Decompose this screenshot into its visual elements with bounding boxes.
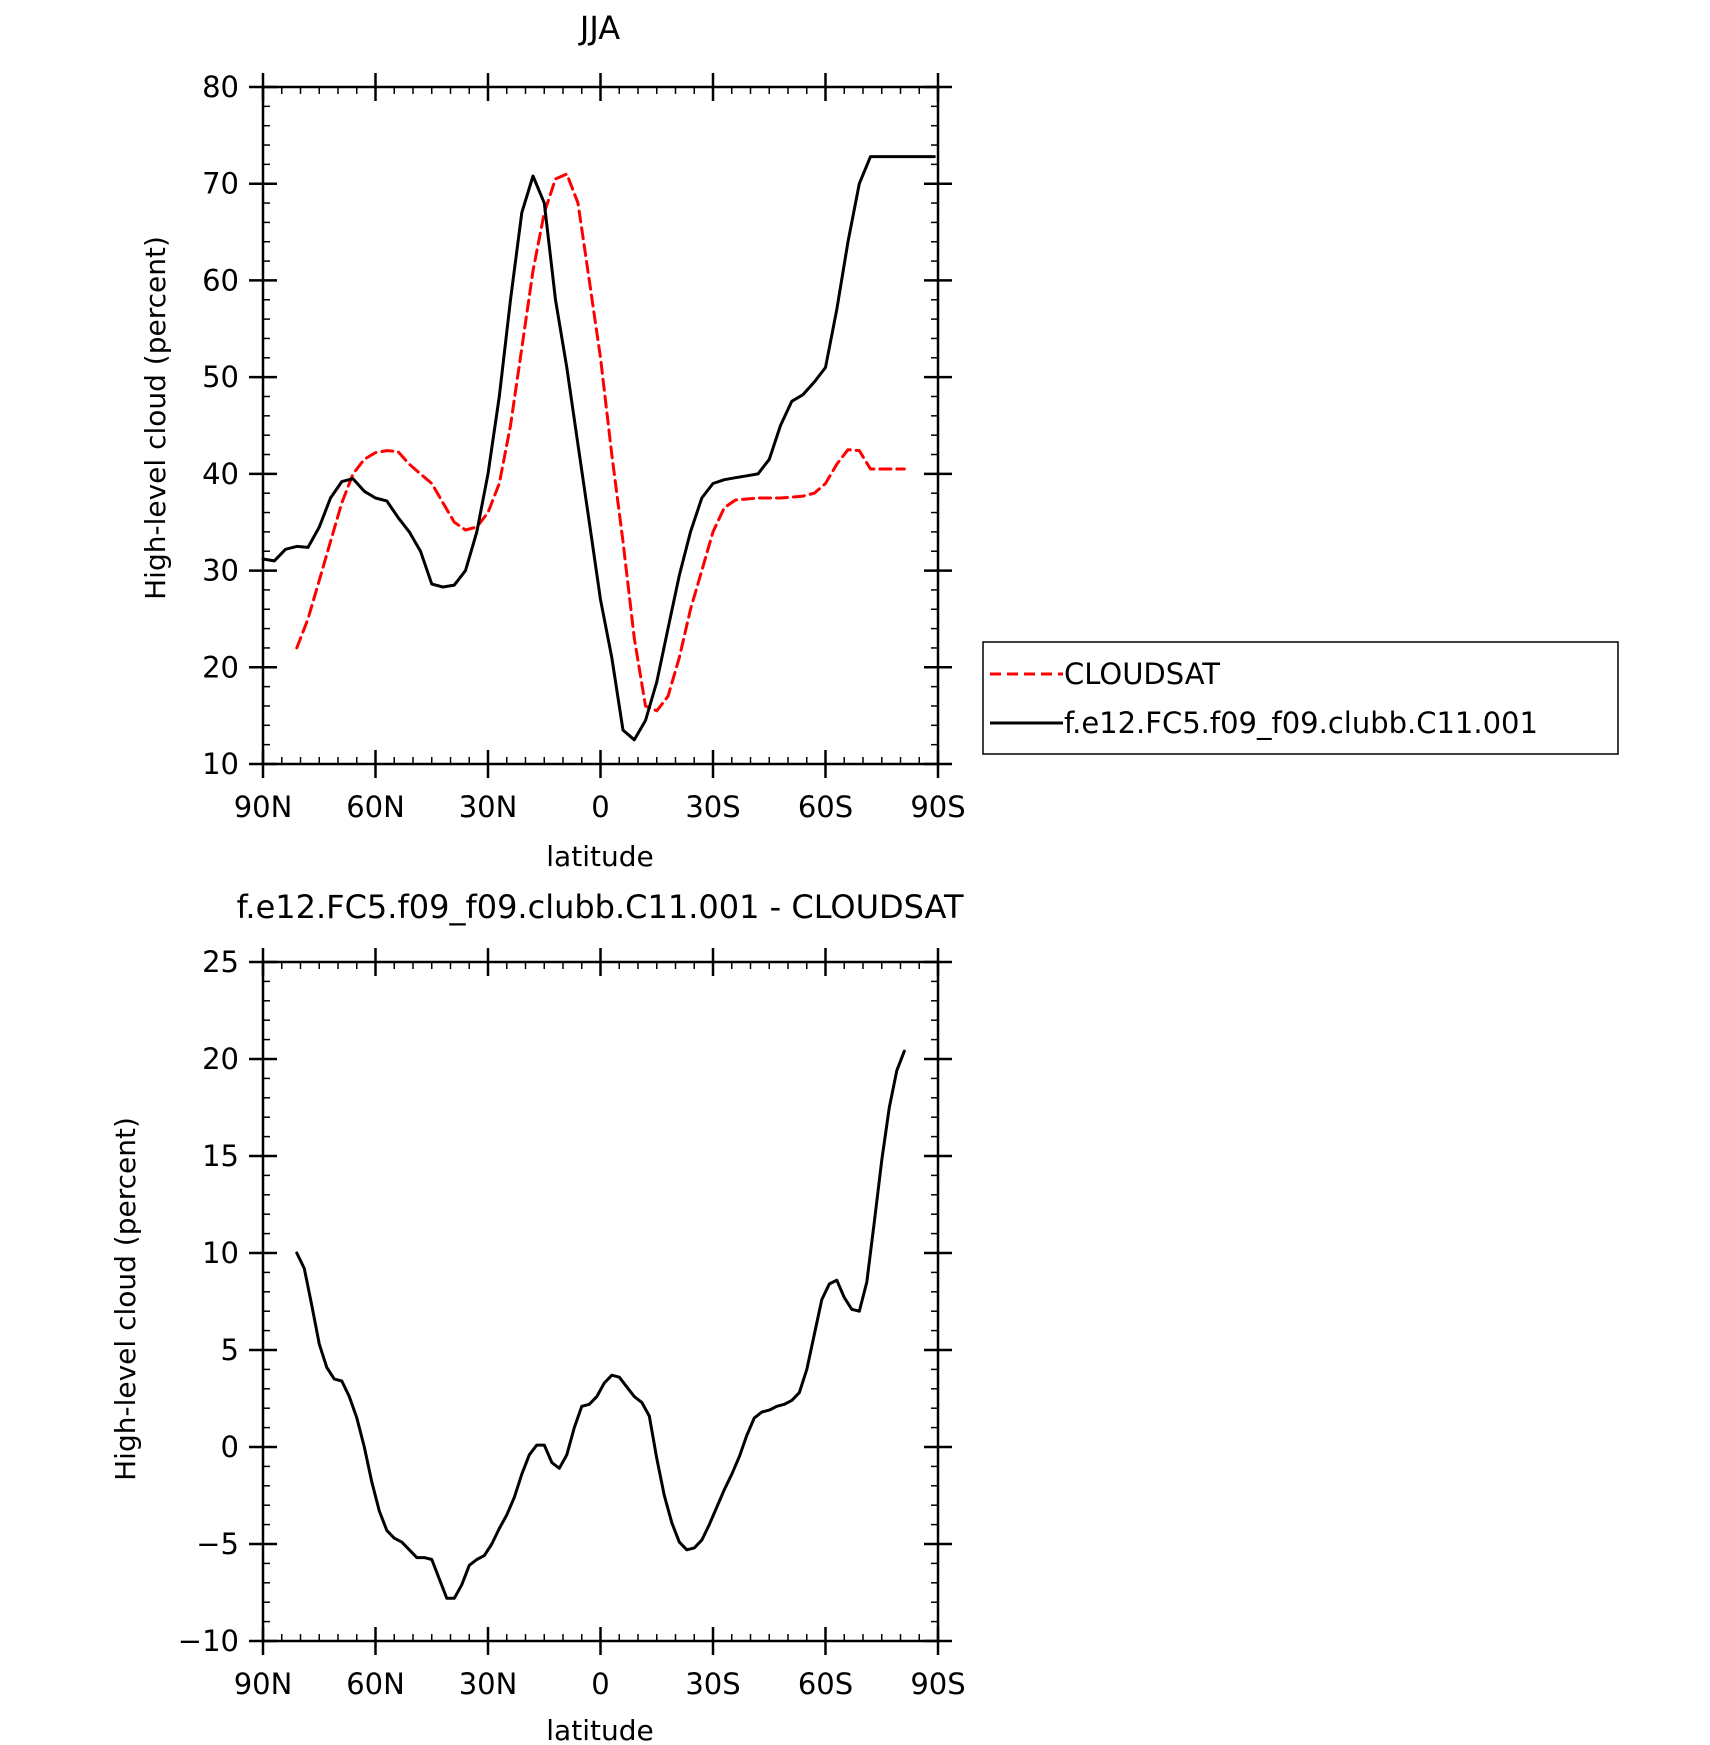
y-tick-label: 0: [221, 1430, 239, 1464]
legend: CLOUDSAT f.e12.FC5.f09_f09.clubb.C11.001: [982, 641, 1619, 755]
y-tick-label: 20: [202, 650, 239, 684]
chart-title: JJA: [578, 9, 620, 47]
y-tick-label: 15: [202, 1139, 239, 1173]
y-tick-label: 20: [202, 1042, 239, 1076]
legend-box: [982, 641, 1619, 755]
plot-frame: [261, 85, 940, 766]
y-tick-label: 25: [202, 945, 239, 979]
y-axis-title: High-level cloud (percent): [109, 1117, 142, 1481]
y-tick-label: 50: [202, 360, 239, 394]
series-line-cloudsat: [295, 172, 906, 713]
x-tick-label: 90N: [234, 1667, 293, 1701]
y-tick-label: 10: [202, 1236, 239, 1270]
x-tick-label: 60N: [346, 790, 405, 824]
y-axis-title: High-level cloud (percent): [139, 236, 172, 600]
legend-label-cloudsat: CLOUDSAT: [1064, 657, 1220, 691]
series-line-difference-0: [295, 1049, 906, 1600]
y-tick-label: 60: [202, 263, 239, 297]
legend-label-model: f.e12.FC5.f09_f09.clubb.C11.001: [1064, 706, 1538, 740]
chart-title: f.e12.FC5.f09_f09.clubb.C11.001 - CLOUDS…: [236, 888, 963, 926]
x-tick-label: 90N: [234, 790, 293, 824]
y-tick-label: 40: [202, 457, 239, 491]
x-tick-label: 0: [591, 790, 609, 824]
chart-top: JJA 90N 60N 30N 0 30S 60S 90S1020304050607080 …: [139, 9, 966, 873]
y-tick-label: 10: [202, 747, 239, 781]
x-tick-label: 90S: [910, 1667, 965, 1701]
x-tick-label: 30N: [459, 790, 518, 824]
x-tick-label: 0: [591, 1667, 609, 1701]
x-tick-label: 60N: [346, 1667, 405, 1701]
y-tick-label: 30: [202, 554, 239, 588]
y-tick-label: 70: [202, 167, 239, 201]
x-tick-label: 30S: [685, 1667, 740, 1701]
x-tick-label: 90S: [910, 790, 965, 824]
x-axis-title: latitude: [546, 1714, 653, 1745]
y-tick-label: −5: [196, 1527, 239, 1561]
x-axis-title: latitude: [546, 840, 653, 873]
plot-frame: [261, 960, 940, 1643]
chart-bottom: f.e12.FC5.f09_f09.clubb.C11.001 - CLOUDS…: [109, 888, 966, 1745]
y-tick-label: 80: [202, 70, 239, 104]
x-tick-label: 60S: [798, 1667, 853, 1701]
x-tick-label: 30N: [459, 1667, 518, 1701]
x-tick-label: 30S: [685, 790, 740, 824]
x-tick-label: 60S: [798, 790, 853, 824]
plot-area: 90N 60N 30N 0 30S 60S 90S 10 20 30 40 50 60 70 80: [202, 70, 966, 824]
y-tick-label: −10: [178, 1624, 239, 1658]
y-tick-label: 5: [221, 1333, 239, 1367]
series-line-f-e12-fc5-f09-f09-clubb-c11-001: [261, 155, 936, 742]
plot-area: 90N 60N 30N 0 30S 60S 90S −10 −5 0 5 10 15 20 25: [178, 945, 966, 1701]
